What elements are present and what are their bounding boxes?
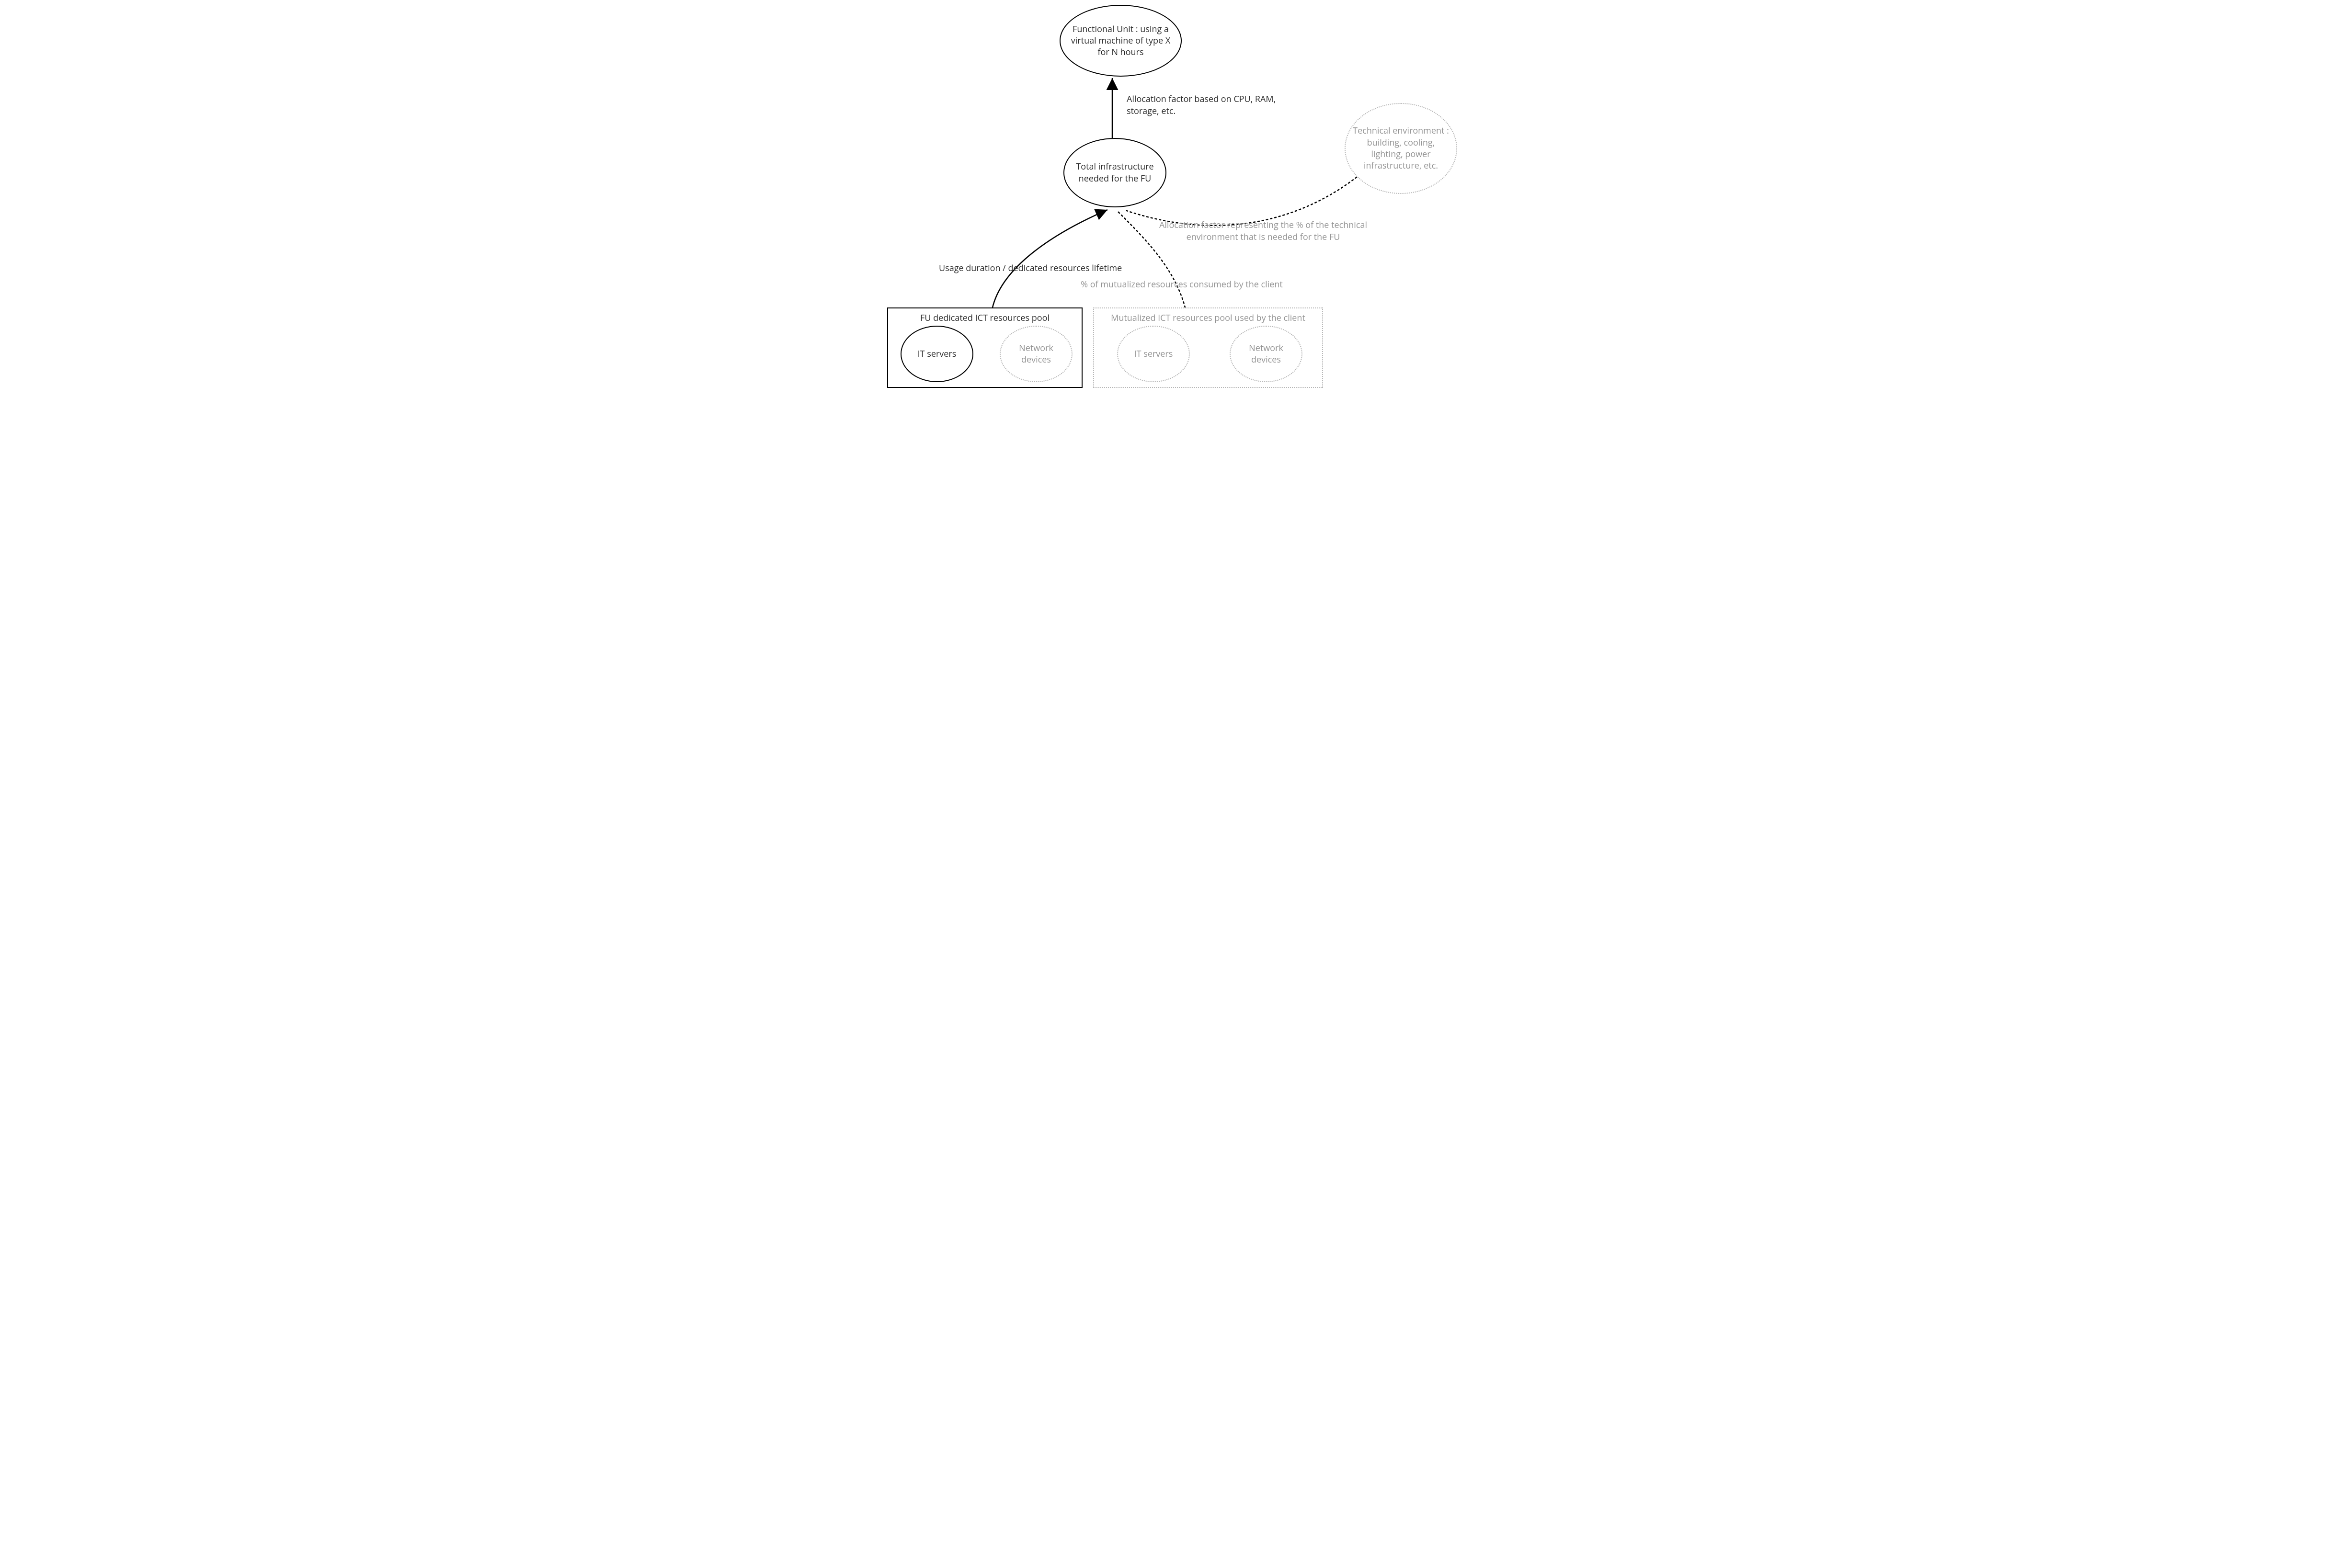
mutualized-pool-title: Mutualized ICT resources pool used by th… <box>1094 312 1322 324</box>
annotation-alloc-techenv: Allocation factor representing the % of … <box>1155 219 1371 243</box>
node-dedicated-network-devices: Network devices <box>1000 326 1073 382</box>
node-mutualized-network-devices: Network devices <box>1230 326 1302 382</box>
diagram-canvas: Functional Unit : using a virtual machin… <box>878 0 1462 392</box>
mutualized-it-servers-label: IT servers <box>1130 343 1178 364</box>
node-functional-unit: Functional Unit : using a virtual machin… <box>1060 5 1182 77</box>
node-total-infra: Total infrastructure needed for the FU <box>1063 138 1166 207</box>
node-dedicated-it-servers: IT servers <box>901 326 973 382</box>
edge-dedicated-to-infra <box>993 210 1107 307</box>
node-total-infra-label: Total infrastructure needed for the FU <box>1064 156 1165 189</box>
node-tech-env: Technical environment : building, coolin… <box>1345 103 1457 194</box>
node-functional-unit-label: Functional Unit : using a virtual machin… <box>1061 19 1181 63</box>
dedicated-network-devices-label: Network devices <box>1001 338 1072 371</box>
mutualized-network-devices-label: Network devices <box>1231 338 1301 371</box>
node-tech-env-label: Technical environment : building, coolin… <box>1346 120 1456 176</box>
dedicated-it-servers-label: IT servers <box>913 343 961 364</box>
node-mutualized-it-servers: IT servers <box>1117 326 1190 382</box>
annotation-pct-mutualized: % of mutualized resources consumed by th… <box>1074 279 1290 291</box>
annotation-alloc-cpu: Allocation factor based on CPU, RAM, sto… <box>1127 93 1304 117</box>
dedicated-pool-title: FU dedicated ICT resources pool <box>888 312 1082 324</box>
annotation-usage-duration: Usage duration / dedicated resources lif… <box>939 262 1159 274</box>
